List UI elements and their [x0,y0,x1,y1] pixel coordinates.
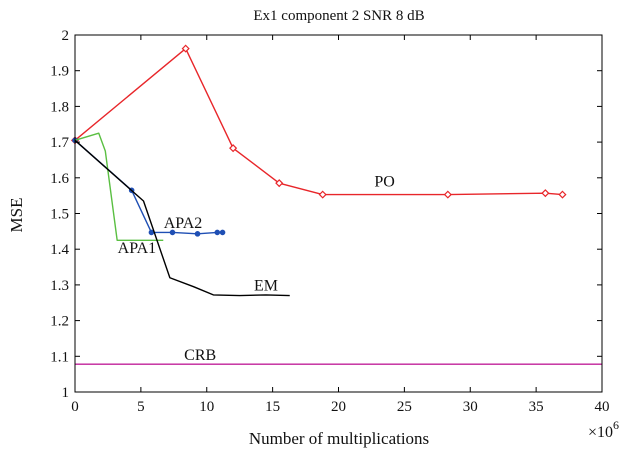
y-tick-label: 1.8 [50,99,69,115]
data-point-po [275,179,284,188]
data-point-po [229,144,238,153]
data-point-apa2 [194,231,201,237]
series-label-apa2: APA2 [164,215,203,232]
y-tick-label: 1.5 [50,207,69,223]
data-point-po [181,44,190,53]
y-tick-label: 2 [62,28,70,44]
series-label-em: EM [254,277,278,294]
data-point-po [318,190,327,199]
data-point-apa2 [214,229,221,236]
x-tick-label: 20 [331,399,346,415]
x-tick-label: 10 [199,399,214,415]
data-point-po [541,189,550,198]
x-axis-multiplier: ×106 [588,418,619,441]
y-tick-label: 1 [62,385,70,401]
data-point-apa2 [219,229,226,236]
series-line-em [74,139,290,297]
y-tick-label: 1.7 [50,135,69,151]
series-line-apa1 [74,132,164,241]
series-layer [70,44,602,365]
x-tick-label: 35 [529,399,544,415]
y-tick-label: 1.4 [50,242,69,258]
y-tick-label: 1.6 [50,171,69,187]
x-tick-label: 30 [463,399,478,415]
x-axis-label: Number of multiplications [249,429,429,448]
chart-title: Ex1 component 2 SNR 8 dB [253,8,424,24]
y-tick-label: 1.3 [50,278,69,294]
series-line-po [74,47,563,196]
series-label-apa1: APA1 [118,240,157,257]
x-tick-label: 5 [137,399,145,415]
x-axis-multiplier-base: ×10 [588,424,613,441]
series-labels-layer: PO APA2 APA1 EM CRB [118,174,395,364]
y-axis-label: MSE [7,198,26,233]
y-tick-label: 1.1 [50,349,69,365]
data-point-apa2 [169,229,176,236]
series-label-po: PO [374,174,394,191]
x-tick-label: 15 [265,399,280,415]
x-axis-multiplier-exponent: 6 [613,418,619,432]
ticks-layer: 0 5 10 15 20 25 30 35 40 1 1.1 1.2 1.3 1.4 1.5 1.6 1.7 1.… [50,28,609,415]
series-label-crb: CRB [184,347,216,364]
y-tick-label: 1.2 [50,314,69,330]
data-point-po [558,190,567,199]
x-tick-label: 0 [71,399,79,415]
y-tick-label: 1.9 [50,64,69,80]
data-point-po [443,190,452,199]
x-tick-label: 25 [397,399,412,415]
x-tick-label: 40 [595,399,610,415]
